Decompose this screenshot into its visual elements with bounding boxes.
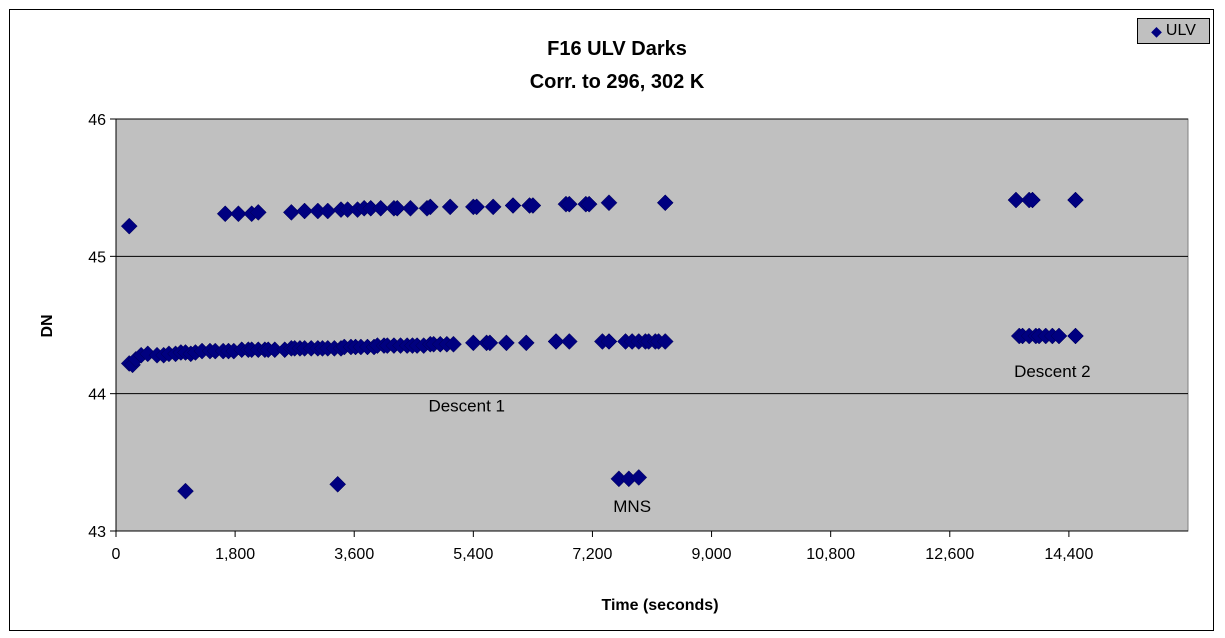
- tick-labels: 43 44 45 46 0 1,800 3,600 5,400 7,200 9,000 10,800…: [88, 112, 1093, 563]
- data-point: [481, 334, 499, 352]
- data-point: [249, 204, 267, 221]
- data-point: [600, 194, 618, 212]
- data-point: [441, 198, 459, 216]
- data-point: [1067, 327, 1084, 345]
- plot-area: [115, 118, 1189, 532]
- data-point: [1007, 191, 1025, 209]
- data-point: [388, 199, 406, 217]
- data-point: [547, 333, 565, 350]
- data-point: [216, 205, 234, 223]
- data-point: [445, 335, 462, 353]
- x-tick-label: 0: [112, 546, 121, 563]
- data-point: [656, 194, 674, 212]
- data-point: [329, 475, 347, 493]
- data-point: [1024, 191, 1041, 209]
- data-point: [560, 333, 578, 350]
- x-tick-label: 12,600: [925, 546, 974, 563]
- legend-diamond-icon: ◆: [1151, 22, 1162, 39]
- y-tick-label: 46: [88, 112, 106, 129]
- data-point: [484, 198, 502, 216]
- x-tick-label: 5,400: [453, 546, 493, 563]
- x-tick-label: 10,800: [806, 546, 855, 563]
- data-point: [464, 334, 482, 352]
- x-tick-label: 1,800: [215, 546, 255, 563]
- y-tick-label: 44: [88, 387, 106, 404]
- data-point: [580, 195, 598, 213]
- x-tick-label: 3,600: [334, 546, 374, 563]
- annotation-label: Descent 1: [428, 397, 505, 416]
- data-point: [1067, 191, 1084, 209]
- chart-subtitle: Corr. to 296, 302 K: [530, 71, 705, 93]
- annotation-label: Descent 2: [1014, 362, 1091, 381]
- data-point: [630, 469, 648, 486]
- y-tick-label: 45: [88, 249, 106, 266]
- data-point: [600, 333, 618, 350]
- data-point: [421, 198, 439, 216]
- data-point: [283, 204, 300, 221]
- data-point: [504, 197, 522, 214]
- legend-label-ulv: ULV: [1165, 22, 1196, 39]
- data-point: [230, 205, 247, 223]
- x-tick-label: 9,000: [692, 546, 732, 563]
- x-tick-label: 14,400: [1044, 546, 1093, 563]
- data-point: [560, 195, 578, 213]
- data-point: [319, 202, 337, 220]
- x-axis-title: Time (seconds): [601, 597, 718, 614]
- y-tick-label: 43: [88, 524, 106, 541]
- chart-title: F16 ULV Darks: [547, 38, 687, 60]
- data-point: [468, 198, 485, 216]
- y-axis-title: DN: [39, 314, 56, 337]
- data-point: [524, 197, 542, 214]
- data-point: [517, 334, 535, 352]
- data-point: [120, 217, 138, 235]
- data-point: [1050, 327, 1068, 345]
- legend: ◆ ULV: [1137, 18, 1210, 44]
- data-point: [498, 334, 515, 352]
- data-point: [402, 199, 419, 217]
- annotations: Descent 1 Descent 2 MNS: [428, 362, 1090, 516]
- annotation-label: MNS: [613, 497, 651, 516]
- data-points: [120, 191, 1084, 500]
- data-point: [296, 202, 313, 220]
- data-point: [372, 199, 390, 217]
- axes: [110, 118, 1188, 537]
- data-point: [177, 482, 194, 500]
- data-point: [656, 333, 674, 350]
- x-tick-label: 7,200: [572, 546, 612, 563]
